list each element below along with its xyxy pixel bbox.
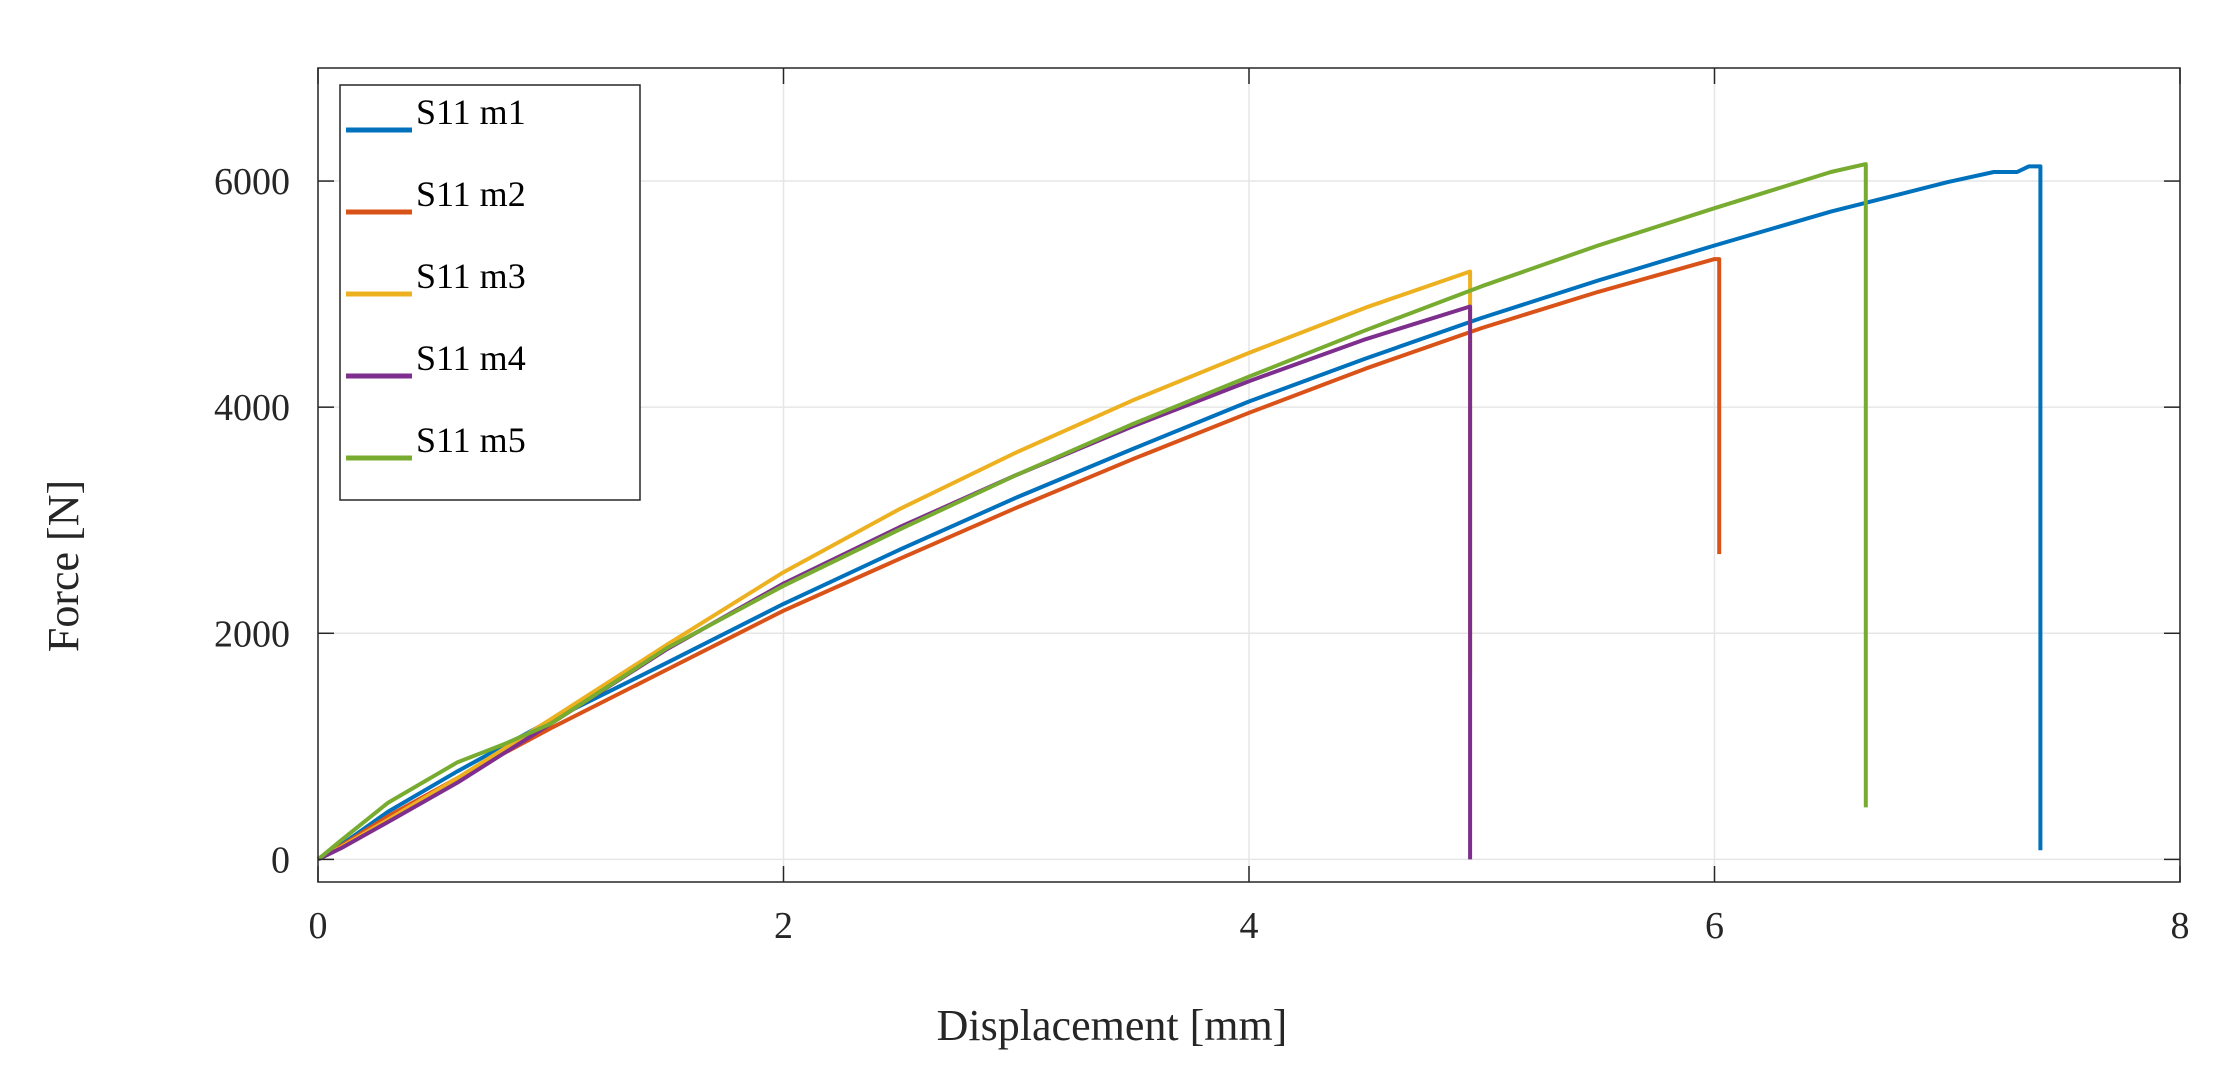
- y-tick-label: 6000: [214, 161, 290, 203]
- legend-entry: S11 m5: [346, 420, 526, 461]
- legend-label: S11 m3: [416, 256, 526, 296]
- legend-label: S11 m5: [416, 420, 526, 460]
- legend-entry: S11 m3: [346, 256, 526, 297]
- legend-label: S11 m4: [416, 338, 526, 378]
- legend-entry: S11 m2: [346, 174, 526, 215]
- legend-label: S11 m1: [416, 92, 526, 132]
- x-tick-label: 4: [1240, 905, 1259, 947]
- legend: S11 m1 S11 m2 S11 m3 S11 m4 S11 m5: [339, 84, 641, 501]
- x-tick-label: 6: [1705, 905, 1724, 947]
- x-tick-label: 0: [309, 905, 328, 947]
- x-tick-labels: 0 2 4 6 8: [309, 905, 2190, 947]
- legend-entry: S11 m4: [346, 338, 526, 379]
- tick-layer: [317, 68, 2181, 882]
- y-tick-label: 0: [271, 839, 290, 881]
- y-tick-label: 2000: [214, 613, 290, 655]
- y-tick-labels: 0 2000 4000 6000: [214, 161, 290, 881]
- legend-entry: S11 m1: [346, 92, 526, 133]
- series-line: [317, 269, 1473, 862]
- x-tick-label: 8: [2171, 905, 2190, 947]
- y-axis-title: Force [N]: [39, 480, 88, 652]
- x-tick-label: 2: [774, 905, 793, 947]
- series-line: [316, 162, 1868, 861]
- y-tick-label: 4000: [214, 387, 290, 429]
- x-axis-title: Displacement [mm]: [937, 1001, 1288, 1050]
- series-layer: [316, 162, 2043, 862]
- legend-label: S11 m2: [416, 174, 526, 214]
